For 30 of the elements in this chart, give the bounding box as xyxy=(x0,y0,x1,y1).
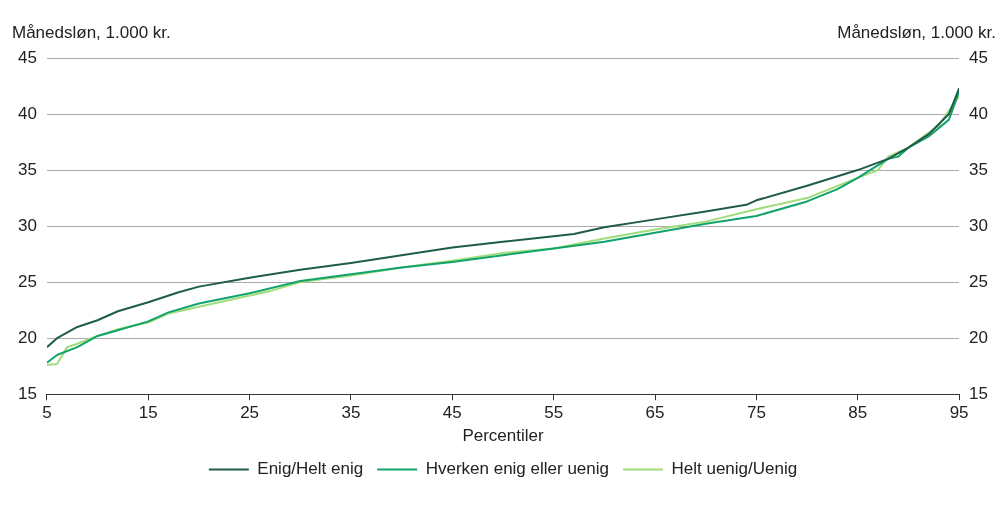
y-tick-label: 25 xyxy=(17,271,37,291)
y2-tick-label: 45 xyxy=(969,47,989,67)
y-tick-label: 35 xyxy=(17,159,37,179)
x-tick-label: 65 xyxy=(645,403,665,423)
y2-axis-title: Månedsløn, 1.000 kr. xyxy=(837,23,996,42)
legend-label: Enig/Helt enig xyxy=(257,459,364,479)
y-tick-label: 45 xyxy=(17,47,37,67)
y-tick-label: 30 xyxy=(17,215,37,235)
x-tick-label: 95 xyxy=(949,403,969,423)
x-tick-label: 45 xyxy=(442,403,462,423)
y2-tick-label: 35 xyxy=(969,159,989,179)
x-tick-label: 35 xyxy=(341,403,361,423)
y-axis-title: Månedsløn, 1.000 kr. xyxy=(12,23,171,42)
x-tick-label: 85 xyxy=(848,403,868,423)
x-tick-label: 25 xyxy=(240,403,260,423)
x-tick-label: 75 xyxy=(746,403,766,423)
legend-label: Hverken enig eller uenig xyxy=(425,459,609,479)
y-tick-label: 40 xyxy=(17,103,37,123)
y2-tick-label: 30 xyxy=(969,215,989,235)
x-tick-label: 15 xyxy=(138,403,158,423)
y-tick-label: 20 xyxy=(17,327,37,347)
y-tick-label: 15 xyxy=(17,383,37,403)
x-tick-label: 5 xyxy=(42,403,52,423)
x-tick-label: 55 xyxy=(544,403,564,423)
y2-tick-label: 25 xyxy=(969,271,989,291)
x-axis-title: Percentiler xyxy=(462,426,544,446)
y2-tick-label: 20 xyxy=(969,327,989,347)
y2-tick-label: 40 xyxy=(969,103,989,123)
y2-tick-label: 15 xyxy=(969,383,989,403)
legend-label: Helt uenig/Uenig xyxy=(671,459,798,479)
